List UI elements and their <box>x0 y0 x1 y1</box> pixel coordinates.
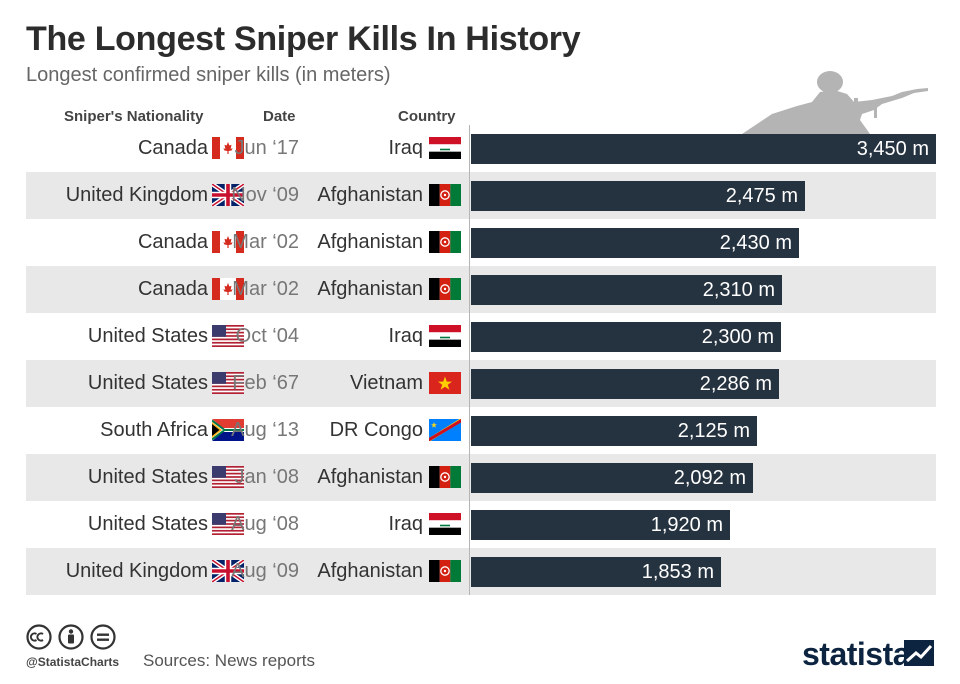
chart-row: United Kingdom Aug ‘09 Afghanistan 1,853 m <box>26 548 936 595</box>
sniper-nationality-label: South Africa <box>100 419 208 441</box>
distance-bar <box>471 322 781 352</box>
south-africa-flag-icon <box>212 419 244 441</box>
usa-flag-icon <box>212 513 244 535</box>
kill-country-label: Afghanistan <box>317 278 423 300</box>
canada-flag-icon <box>212 278 244 300</box>
distance-value-label: 3,450 m <box>856 138 929 160</box>
chart-row: Canada Mar ‘02 Afghanistan 2,430 m <box>26 219 936 266</box>
kill-date-label: Jan ‘08 <box>234 466 300 488</box>
no-derivatives-icon <box>90 624 116 650</box>
sniper-nationality-label: Canada <box>137 278 208 300</box>
source-note: Sources: News reports <box>143 651 315 670</box>
distance-value-label: 2,092 m <box>673 467 746 489</box>
canada-flag-icon <box>212 137 244 159</box>
distance-bar <box>471 510 730 540</box>
iraq-flag-icon <box>429 325 461 347</box>
sniper-nationality-label: Canada <box>137 231 208 253</box>
kill-date-label: Feb ‘67 <box>232 372 299 394</box>
sniper-nationality-label: United Kingdom <box>65 184 208 206</box>
afghanistan-flag-icon <box>429 231 461 253</box>
kill-date-label: Nov ‘09 <box>231 184 299 206</box>
distance-bar <box>471 416 757 446</box>
column-header-nationality: Sniper's Nationality <box>64 108 204 125</box>
usa-flag-icon <box>212 466 244 488</box>
afghanistan-flag-icon <box>429 560 461 582</box>
kill-country-label: Afghanistan <box>317 184 423 206</box>
statista-logo-text: statista <box>802 636 911 672</box>
usa-flag-icon <box>212 372 244 394</box>
axis-baseline <box>469 125 470 595</box>
kill-country-label: Iraq <box>388 513 423 535</box>
chart-row: United Kingdom Nov ‘09 Afghanistan 2,475 m <box>26 172 936 219</box>
sniper-nationality-label: United Kingdom <box>65 560 208 582</box>
chart-row: United States Feb ‘67 Vietnam 2,286 m <box>26 360 936 407</box>
license-icons <box>26 624 122 657</box>
kill-date-label: Oct ‘04 <box>235 325 299 347</box>
distance-bar <box>471 463 753 493</box>
distance-bar <box>471 275 782 305</box>
chart-row: South Africa Aug ‘13 DR Congo 2,125 m <box>26 407 936 454</box>
cc-icon <box>26 624 52 650</box>
kill-country-label: Vietnam <box>349 372 423 394</box>
kill-date-label: Aug ‘08 <box>231 513 299 535</box>
distance-value-label: 2,286 m <box>699 373 772 395</box>
attribution-icon <box>58 624 84 650</box>
sniper-silhouette-icon <box>742 71 928 134</box>
iraq-flag-icon <box>429 513 461 535</box>
iraq-flag-icon <box>429 137 461 159</box>
kill-date-label: Mar ‘02 <box>232 278 299 300</box>
afghanistan-flag-icon <box>429 184 461 206</box>
uk-flag-icon <box>212 560 244 582</box>
kill-country-label: Afghanistan <box>317 466 423 488</box>
chart-row: Canada Jun ‘17 Iraq 3,450 m <box>26 125 936 172</box>
statista-handle: @StatistaCharts <box>26 655 120 669</box>
column-header-country: Country <box>398 108 456 125</box>
vietnam-flag-icon <box>429 372 461 394</box>
distance-value-label: 1,853 m <box>641 561 714 583</box>
statista-logo-icon <box>904 640 934 666</box>
kill-date-label: Aug ‘09 <box>231 560 299 582</box>
distance-bar <box>471 228 799 258</box>
afghanistan-flag-icon <box>429 278 461 300</box>
distance-value-label: 2,310 m <box>702 279 775 301</box>
kill-country-label: DR Congo <box>329 419 423 441</box>
chart-title: The Longest Sniper Kills In History <box>26 20 581 58</box>
distance-bar <box>471 369 779 399</box>
chart-row: United States Oct ‘04 Iraq 2,300 m <box>26 313 936 360</box>
usa-flag-icon <box>212 325 244 347</box>
distance-value-label: 2,125 m <box>677 420 750 442</box>
chart-row: United States Jan ‘08 Afghanistan 2,092 m <box>26 454 936 501</box>
column-header-date: Date <box>263 108 296 125</box>
kill-country-label: Afghanistan <box>317 231 423 253</box>
canada-flag-icon <box>212 231 244 253</box>
chart-subtitle: Longest confirmed sniper kills (in meter… <box>26 64 391 86</box>
sniper-nationality-label: United States <box>87 466 208 488</box>
afghanistan-flag-icon <box>429 466 461 488</box>
chart-row: Canada Mar ‘02 Afghanistan 2,310 m <box>26 266 936 313</box>
dr-congo-flag-icon <box>429 419 461 441</box>
kill-date-label: Aug ‘13 <box>231 419 299 441</box>
sniper-nationality-label: United States <box>87 325 208 347</box>
distance-value-label: 1,920 m <box>650 514 723 536</box>
sniper-nationality-label: Canada <box>137 137 208 159</box>
kill-country-label: Afghanistan <box>317 560 423 582</box>
distance-bar <box>471 134 936 164</box>
chart-row: United States Aug ‘08 Iraq 1,920 m <box>26 501 936 548</box>
distance-bar <box>471 557 721 587</box>
kill-date-label: Mar ‘02 <box>232 231 299 253</box>
distance-value-label: 2,430 m <box>719 232 792 254</box>
sniper-nationality-label: United States <box>87 372 208 394</box>
kill-date-label: Jun ‘17 <box>234 137 300 159</box>
distance-value-label: 2,300 m <box>701 326 774 348</box>
distance-value-label: 2,475 m <box>725 185 798 207</box>
uk-flag-icon <box>212 184 244 206</box>
kill-country-label: Iraq <box>388 137 423 159</box>
distance-bar <box>471 181 805 211</box>
kill-country-label: Iraq <box>388 325 423 347</box>
sniper-nationality-label: United States <box>87 513 208 535</box>
